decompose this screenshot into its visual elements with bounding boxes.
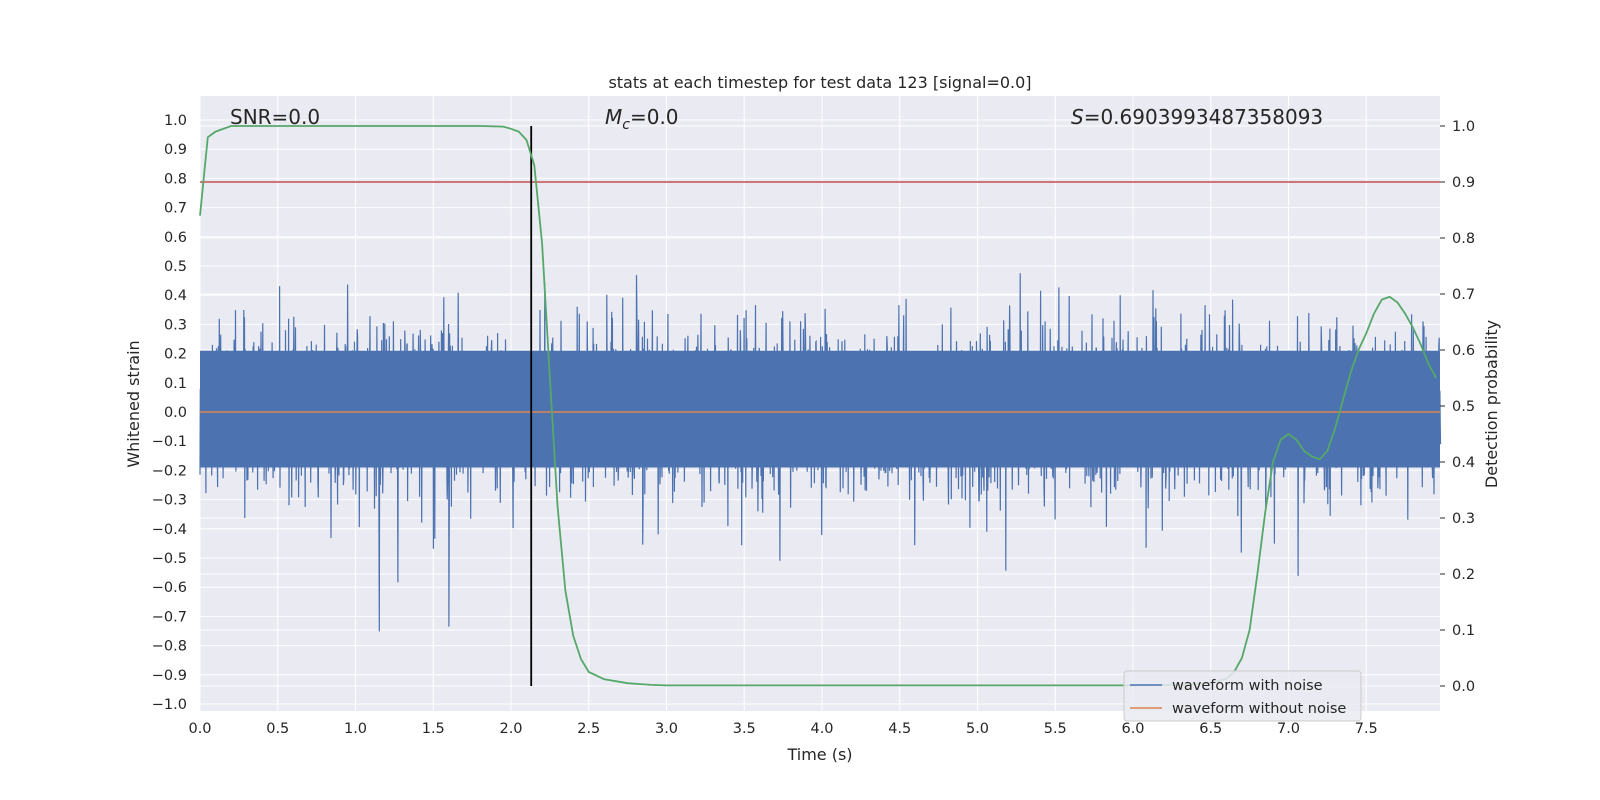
- y-tick-label-left: 0.4: [164, 288, 187, 304]
- waveform-with-noise-band: [200, 350, 1440, 468]
- y-tick-label-left: 0.7: [164, 201, 187, 217]
- y-tick-label-left: −0.8: [152, 639, 187, 655]
- s-value: =0.6903993487358093: [1084, 105, 1323, 129]
- y-tick-label-left: −0.2: [152, 463, 187, 479]
- y-tick-label-left: −0.7: [152, 609, 187, 625]
- y-tick-label-left: −0.3: [152, 493, 187, 509]
- y-tick-label-left: 0.8: [164, 171, 187, 187]
- x-tick-label: 5.5: [1044, 721, 1067, 737]
- y-tick-label-left: 0.6: [164, 230, 187, 246]
- mc-subscript: c: [622, 117, 630, 133]
- x-tick-label: 5.0: [966, 721, 989, 737]
- mc-annotation: Mc=0.0: [605, 105, 679, 133]
- y-tick-label-left: −1.0: [152, 697, 187, 713]
- mc-symbol: M: [605, 105, 622, 129]
- y-tick-label-left: −0.1: [152, 434, 187, 450]
- x-tick-label: 0.5: [266, 721, 289, 737]
- y-tick-label-right: 0.6: [1452, 343, 1475, 359]
- y-tick-label-right: 0.8: [1452, 231, 1475, 247]
- x-tick-label: 4.0: [810, 721, 833, 737]
- x-tick-label: 2.0: [499, 721, 522, 737]
- y-tick-label-left: 0.9: [164, 142, 187, 158]
- tick-labels: 0.0 0.5 1.0 1.5 2.0 2.5 3.0 3.5 4.0 4.5 5.0 5.5 6.0 6…: [152, 113, 1475, 737]
- x-tick-label: 2.5: [577, 721, 600, 737]
- y-tick-label-right: 0.0: [1452, 679, 1475, 695]
- y-tick-label-left: 1.0: [164, 113, 187, 129]
- x-tick-label: 1.0: [344, 721, 367, 737]
- y-tick-label-right: 0.2: [1452, 567, 1475, 583]
- y-axis-label-right: Detection probability: [1482, 320, 1501, 488]
- y-tick-label-left: 0.0: [164, 405, 187, 421]
- y-axis-label-left: Whitened strain: [124, 340, 143, 467]
- x-tick-label: 0.0: [188, 721, 211, 737]
- s-annotation: S=0.6903993487358093: [1071, 105, 1323, 129]
- x-tick-label: 3.5: [733, 721, 756, 737]
- y-tick-label-left: −0.4: [152, 522, 187, 538]
- x-tick-label: 6.0: [1121, 721, 1144, 737]
- noise-series: [199, 273, 1442, 632]
- s-symbol: S: [1071, 105, 1084, 129]
- x-tick-label: 6.5: [1199, 721, 1222, 737]
- legend-box: [1123, 670, 1362, 722]
- y-tick-label-right: 0.3: [1452, 511, 1475, 527]
- y-tick-label-left: −0.9: [152, 668, 187, 684]
- y-tick-label-left: −0.6: [152, 580, 187, 596]
- y-tick-label-left: −0.5: [152, 551, 187, 567]
- y-tick-label-right: 0.9: [1452, 175, 1475, 191]
- x-tick-label: 3.0: [655, 721, 678, 737]
- y-tick-label-left: 0.2: [164, 347, 187, 363]
- y-tick-label-left: 0.3: [164, 317, 187, 333]
- x-tick-label: 4.5: [888, 721, 911, 737]
- y-tick-label-right: 0.5: [1452, 399, 1475, 415]
- y-tick-label-right: 0.1: [1452, 623, 1475, 639]
- x-tick-label: 7.0: [1277, 721, 1300, 737]
- y-tick-label-right: 0.7: [1452, 287, 1475, 303]
- legend-label-clean: waveform without noise: [1172, 701, 1346, 717]
- x-axis-label: Time (s): [786, 745, 852, 764]
- y-tick-label-left: 0.5: [164, 259, 187, 275]
- x-tick-label: 7.5: [1355, 721, 1378, 737]
- legend: waveform with noise waveform without noi…: [1123, 670, 1362, 722]
- y-tick-label-right: 0.4: [1452, 455, 1475, 471]
- y-tick-label-left: 0.1: [164, 376, 187, 392]
- mc-value: =0.0: [630, 105, 679, 129]
- snr-annotation: SNR=0.0: [230, 105, 320, 129]
- chart-title: stats at each timestep for test data 123…: [608, 73, 1031, 92]
- legend-label-noise: waveform with noise: [1172, 678, 1323, 694]
- x-tick-label: 1.5: [422, 721, 445, 737]
- y-tick-label-right: 1.0: [1452, 119, 1475, 135]
